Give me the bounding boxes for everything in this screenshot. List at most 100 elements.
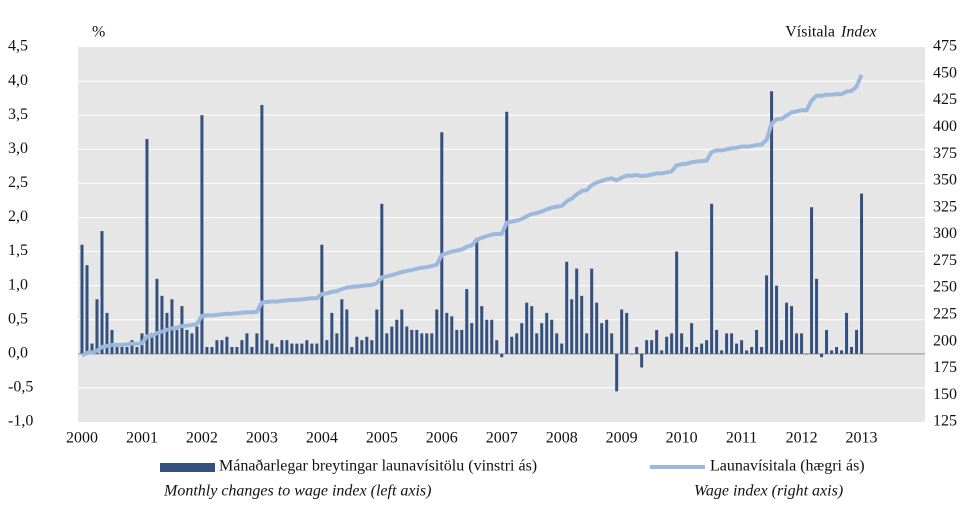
bar [800,333,804,354]
bar [485,319,489,354]
x-tick-label: 2002 [186,430,218,447]
y2-tick-label: 150 [933,386,957,403]
bar [425,333,429,354]
bar [370,340,374,354]
y2-tick-label: 375 [933,145,957,162]
x-tick-label: 2006 [426,430,458,447]
bar [695,347,699,354]
bar [690,323,694,354]
bar [545,312,549,354]
bar [565,261,569,354]
bar [675,251,679,354]
bar [735,343,739,354]
line [81,74,864,358]
bar [145,139,149,354]
bar [110,329,114,354]
bar [395,319,399,354]
bar [280,340,284,354]
bar [325,340,329,354]
bar [185,329,189,354]
bar [410,329,414,354]
x-tick-label: 2012 [786,430,818,447]
bar [300,343,304,354]
y2-tick-label: 325 [933,198,957,215]
bar [505,111,509,354]
bar [835,347,839,354]
bar [195,326,199,354]
bar [415,329,419,354]
bar [730,333,734,354]
legend-label: Launavísitala (hægri ás) [710,458,865,475]
bar [640,353,644,368]
bar [630,353,634,355]
y-axis-label: % [92,24,105,41]
bar [95,299,99,354]
bar [535,333,539,354]
bar [85,265,89,354]
bar [850,347,854,354]
y-tick-label: 3,5 [8,106,28,123]
y2-tick-label: 200 [933,332,957,349]
x-tick-label: 2000 [66,430,98,447]
bar [570,299,574,354]
y2-tick-label: 400 [933,118,957,135]
bar [815,278,819,354]
bar [400,309,404,354]
bar [540,323,544,354]
bar [500,353,504,358]
bar [440,132,444,354]
bar [550,319,554,354]
y-tick-label: 3,0 [8,140,28,157]
bar [670,333,674,354]
y-tick-label: 4,5 [8,38,28,55]
bar [840,350,844,354]
bar [175,329,179,354]
bar [795,333,799,354]
bar [770,91,774,354]
x-tick-label: 2001 [126,430,158,447]
bar [790,306,794,354]
y2-axis-label-en: Index [840,24,877,41]
bar [725,333,729,354]
bar [760,347,764,354]
bar [590,268,594,354]
bar [200,115,204,354]
legend-label-en: Wage index (right axis) [694,483,843,500]
bar [290,343,294,354]
bar [340,299,344,354]
bar [265,340,269,354]
bar [515,333,519,354]
bar [580,295,584,354]
bar [165,312,169,354]
bar [820,353,824,358]
y2-tick-label: 350 [933,172,957,189]
bar [650,340,654,354]
x-tick-label: 2013 [846,430,878,447]
bar [555,333,559,354]
bar [780,340,784,354]
bar [610,333,614,354]
bar [745,350,749,354]
y2-tick-label: 225 [933,306,957,323]
y2-tick-label: 275 [933,252,957,269]
y2-tick-label: 250 [933,279,957,296]
bar [390,326,394,354]
y2-tick-label: 425 [933,91,957,108]
bar [435,309,439,354]
bar [285,340,289,354]
bar [530,306,534,354]
x-tick-label: 2010 [666,430,698,447]
bar [120,347,124,354]
bar [450,316,454,354]
bar [785,302,789,354]
bar [560,343,564,354]
y-tick-label: 4,0 [8,72,28,89]
bar [315,343,319,354]
bar [235,347,239,354]
bar [310,343,314,354]
legend-swatch [160,463,215,472]
bar [490,319,494,354]
bar [375,309,379,354]
y-tick-label: 1,5 [8,242,28,259]
y2-tick-label: 475 [933,38,957,55]
